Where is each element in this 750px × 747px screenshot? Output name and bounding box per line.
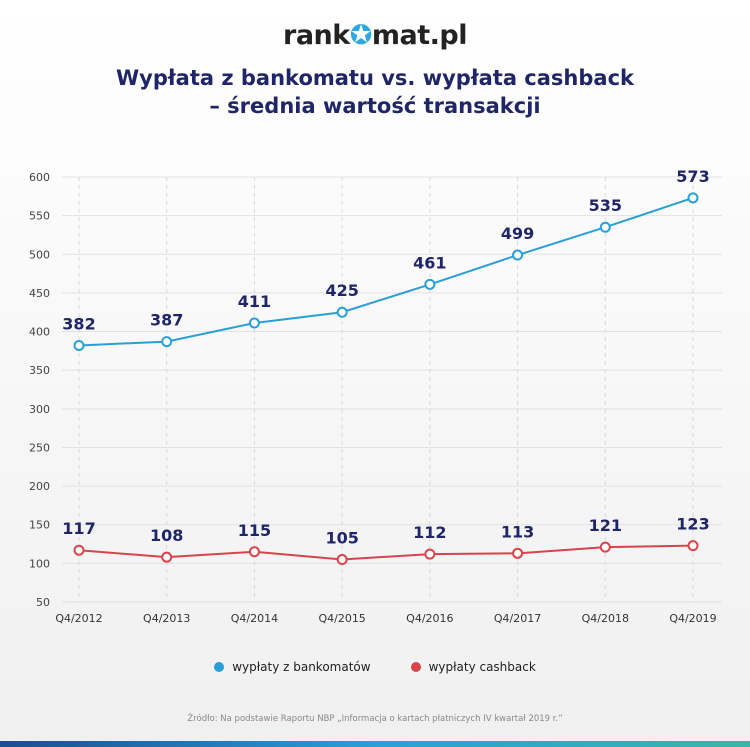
- data-point: [687, 192, 699, 204]
- data-point: [424, 278, 436, 290]
- y-tick-label: 350: [29, 364, 50, 377]
- data-label: 382: [62, 314, 95, 333]
- data-point: [73, 544, 85, 556]
- logo-text: rank: [283, 20, 350, 51]
- series-line: [78, 196, 694, 347]
- data-point: [687, 540, 699, 552]
- logo: rank✪mat.pl: [0, 20, 750, 51]
- chart-title: Wypłata z bankomatu vs. wypłata cashback…: [0, 64, 750, 120]
- data-label: 117: [62, 519, 95, 538]
- data-label: 387: [150, 311, 183, 330]
- data-label: 115: [238, 521, 271, 540]
- x-tick-label: Q4/2015: [318, 612, 365, 625]
- data-label: 499: [501, 224, 534, 243]
- logo-text: mat.pl: [371, 20, 468, 51]
- x-tick-label: Q4/2016: [406, 612, 453, 625]
- data-label: 123: [676, 515, 709, 534]
- data-point: [248, 317, 260, 329]
- legend-label: wypłaty cashback: [428, 660, 536, 674]
- title-line-1: Wypłata z bankomatu vs. wypłata cashback: [115, 66, 634, 90]
- legend-item-cashback: wypłaty cashback: [410, 660, 536, 674]
- y-tick-label: 250: [29, 441, 50, 454]
- data-point: [161, 336, 173, 348]
- data-label: 461: [413, 253, 446, 272]
- data-point: [512, 249, 524, 261]
- data-point: [161, 551, 173, 563]
- line-chart: 50 100 150 200 250 300 350 400 450 500 550 600 Q4/20…: [29, 167, 722, 625]
- series-line: [78, 544, 694, 561]
- data-label: 573: [676, 167, 709, 186]
- x-tick-label: Q4/2018: [582, 612, 629, 625]
- data-point: [599, 221, 611, 233]
- data-label: 121: [589, 516, 622, 535]
- x-tick-label: Q4/2019: [669, 612, 716, 625]
- data-label: 108: [150, 526, 183, 545]
- x-tick-label: Q4/2013: [143, 612, 190, 625]
- y-tick-label: 550: [29, 210, 50, 223]
- title-line-2: – średnia wartość transakcji: [209, 94, 541, 118]
- y-tick-label: 50: [36, 596, 50, 609]
- y-tick-label: 100: [29, 557, 50, 570]
- data-point: [336, 554, 348, 565]
- bottom-bar: [0, 741, 750, 747]
- data-label: 535: [589, 196, 622, 215]
- legend-item-atm: wypłaty z bankomatów: [214, 660, 371, 674]
- source-note: Źródło: Na podstawie Raportu NBP „Inform…: [187, 714, 563, 724]
- legend-label: wypłaty z bankomatów: [232, 660, 371, 674]
- y-tick-label: 400: [29, 326, 50, 339]
- data-point: [599, 541, 611, 553]
- y-tick-label: 300: [29, 403, 50, 416]
- data-label: 105: [325, 529, 358, 548]
- y-tick-label: 200: [29, 480, 50, 493]
- legend: wypłaty z bankomatów wypłaty cashback: [0, 660, 750, 674]
- data-point: [424, 548, 436, 560]
- data-point: [248, 546, 260, 558]
- y-tick-label: 150: [29, 519, 50, 532]
- y-tick-label: 500: [29, 248, 50, 261]
- x-tick-label: Q4/2017: [494, 612, 541, 625]
- data-label: 113: [501, 522, 534, 541]
- data-point: [336, 306, 348, 318]
- x-tick-label: Q4/2014: [231, 612, 278, 625]
- data-label: 112: [413, 523, 446, 542]
- y-tick-label: 600: [29, 171, 50, 184]
- data-point: [73, 339, 85, 351]
- x-tick-label: Q4/2012: [55, 612, 102, 625]
- data-label: 411: [238, 292, 271, 311]
- legend-dot-icon: [410, 662, 421, 672]
- data-label: 425: [325, 281, 358, 300]
- star-icon: ✪: [349, 20, 373, 51]
- y-tick-label: 450: [29, 287, 50, 300]
- legend-dot-icon: [214, 662, 225, 672]
- data-point: [512, 547, 524, 559]
